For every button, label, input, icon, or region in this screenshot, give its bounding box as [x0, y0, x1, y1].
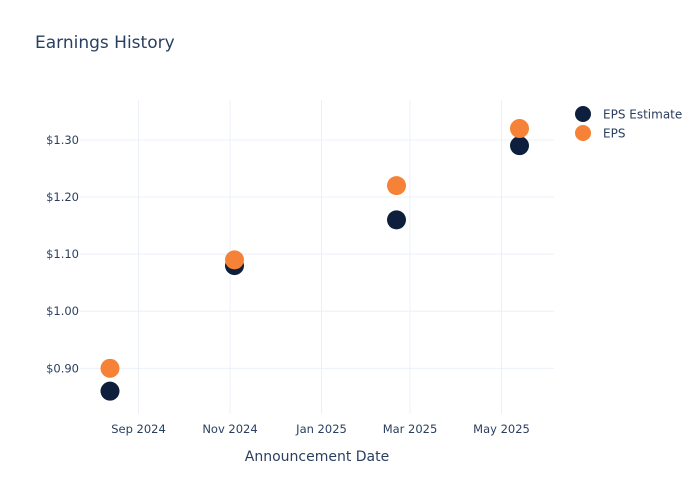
legend: EPS Estimate EPS [575, 106, 682, 141]
x-tick-label: Mar 2025 [383, 422, 438, 436]
data-point-eps-estimate[interactable] [100, 381, 120, 401]
data-point-eps[interactable] [100, 358, 120, 378]
x-tick-label: Sep 2024 [111, 422, 166, 436]
y-axis-ticks: $0.90 $1.00 $1.10 $1.20 $1.30 [46, 133, 79, 375]
legend-marker-eps-estimate [575, 106, 591, 122]
x-tick-label: Jan 2025 [295, 422, 347, 436]
y-tick-label: $1.30 [46, 133, 79, 147]
data-points [100, 119, 529, 401]
x-axis-ticks: Sep 2024 Nov 2024 Jan 2025 Mar 2025 May … [111, 422, 530, 436]
legend-label-eps: EPS [603, 127, 625, 141]
chart-title: Earnings History [35, 33, 175, 53]
data-point-eps-estimate[interactable] [510, 136, 529, 156]
y-tick-label: $1.20 [46, 190, 79, 204]
data-point-eps-estimate[interactable] [387, 210, 406, 230]
data-point-eps[interactable] [387, 176, 406, 196]
grid [80, 100, 554, 414]
data-point-eps[interactable] [225, 250, 244, 270]
x-tick-label: Nov 2024 [202, 422, 257, 436]
legend-label-eps-estimate: EPS Estimate [603, 108, 682, 122]
y-tick-label: $0.90 [46, 361, 79, 375]
y-tick-label: $1.10 [46, 247, 79, 261]
data-point-eps[interactable] [510, 119, 529, 139]
y-tick-label: $1.00 [46, 304, 79, 318]
legend-marker-eps [575, 125, 591, 141]
x-axis-title: Announcement Date [245, 449, 389, 465]
x-tick-label: May 2025 [473, 422, 530, 436]
